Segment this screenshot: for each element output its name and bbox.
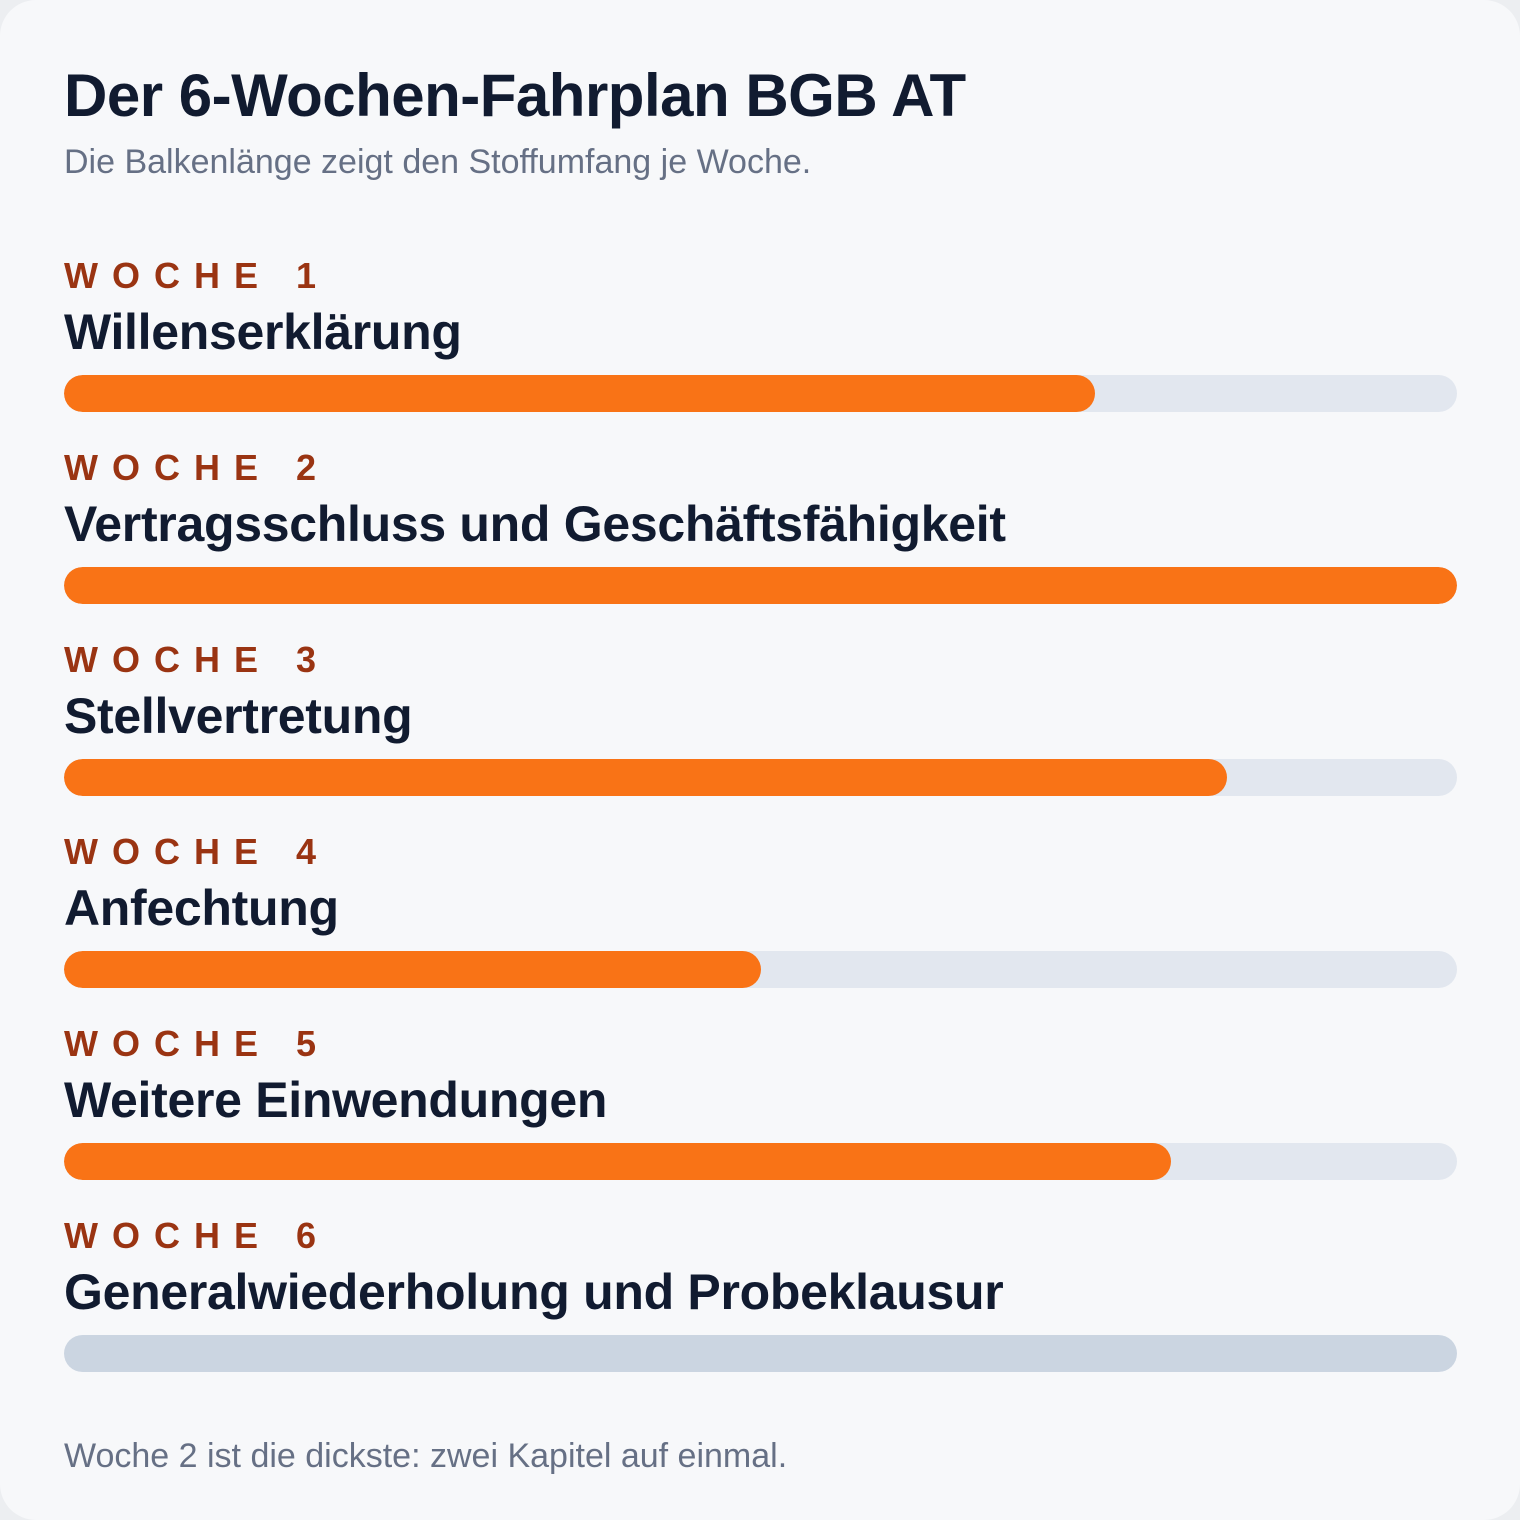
week-3-topic: Stellvertretung <box>64 688 413 744</box>
chart-title: Der 6-Wochen-Fahrplan BGB AT <box>64 62 966 129</box>
week-4-label: WOCHE 4 <box>64 831 331 872</box>
week-5-bar-track <box>64 1143 1457 1180</box>
week-1-topic: Willenserklärung <box>64 304 462 360</box>
week-2-bar-track <box>64 567 1457 604</box>
week-1-label: WOCHE 1 <box>64 255 331 296</box>
week-5-bar <box>64 1143 1171 1180</box>
week-4-bar <box>64 951 761 988</box>
week-6-topic: Generalwiederholung und Probeklausur <box>64 1264 1004 1320</box>
week-6-bar <box>64 1335 1457 1372</box>
week-1-bar <box>64 375 1095 412</box>
footnote: Woche 2 ist die dickste: zwei Kapitel au… <box>64 1437 788 1475</box>
week-4-topic: Anfechtung <box>64 880 339 936</box>
week-6: WOCHE 6 Generalwiederholung und Probeklau… <box>64 1216 1457 1408</box>
week-1-bar-track <box>64 375 1457 412</box>
week-5: WOCHE 5 Weitere Einwendungen <box>64 1024 1457 1216</box>
week-6-bar-track <box>64 1335 1457 1372</box>
week-3: WOCHE 3 Stellvertretung <box>64 640 1457 832</box>
week-2-topic: Vertragsschluss und Geschäftsfähigkeit <box>64 496 1006 552</box>
week-2-label: WOCHE 2 <box>64 447 331 488</box>
week-1: WOCHE 1 Willenserklärung <box>64 256 1457 448</box>
week-2-bar <box>64 567 1457 604</box>
week-5-topic: Weitere Einwendungen <box>64 1072 608 1128</box>
chart-subtitle: Die Balkenlänge zeigt den Stoffumfang je… <box>64 143 812 181</box>
week-4: WOCHE 4 Anfechtung <box>64 832 1457 1024</box>
week-3-label: WOCHE 3 <box>64 639 331 680</box>
week-6-label: WOCHE 6 <box>64 1215 331 1256</box>
week-3-bar <box>64 759 1227 796</box>
week-4-bar-track <box>64 951 1457 988</box>
week-2: WOCHE 2 Vertragsschluss und Geschäftsfähi… <box>64 448 1457 640</box>
week-3-bar-track <box>64 759 1457 796</box>
week-5-label: WOCHE 5 <box>64 1023 331 1064</box>
